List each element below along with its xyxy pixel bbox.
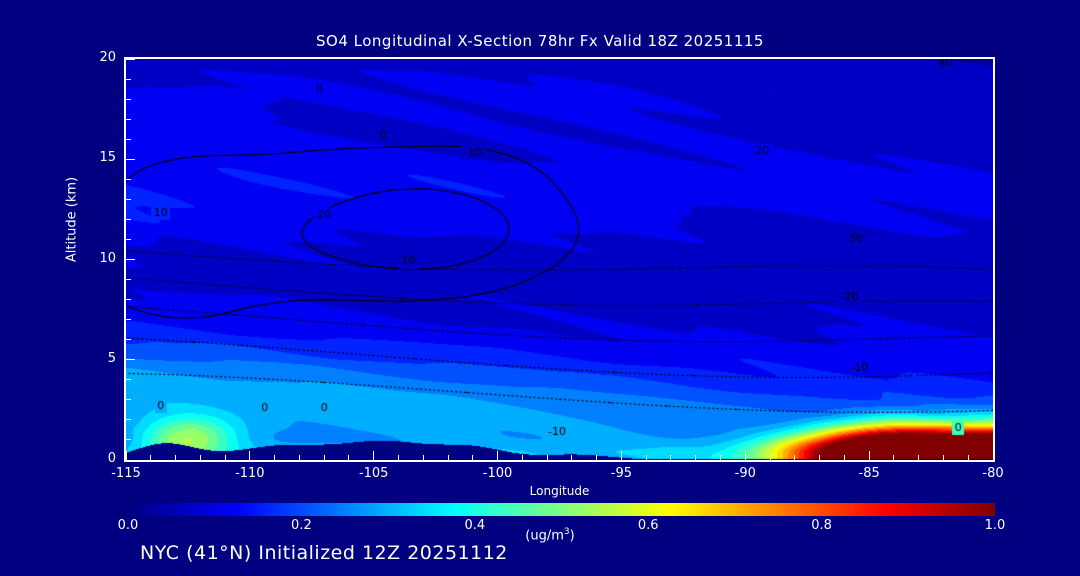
x-axis-minor-tick: [596, 455, 598, 460]
x-axis-tick-mark: [249, 451, 251, 460]
y-axis-minor-tick: [126, 238, 131, 240]
colorbar-tick-label: 0.8: [811, 518, 832, 533]
x-axis-minor-tick: [918, 455, 920, 460]
x-axis-minor-tick: [323, 455, 325, 460]
y-axis-tick-mark: [126, 259, 135, 260]
x-axis-minor-tick: [571, 455, 573, 460]
x-axis-tick-mark: [992, 451, 994, 460]
x-axis-tick-mark: [744, 451, 746, 460]
y-axis-minor-tick: [126, 319, 131, 321]
y-axis-minor-tick: [126, 98, 131, 100]
y-axis-tick-mark: [126, 158, 135, 160]
cross-section-plot: [124, 57, 995, 462]
y-axis-minor-tick: [126, 78, 131, 80]
x-axis-minor-tick: [794, 455, 796, 460]
y-axis-minor-tick: [126, 299, 131, 301]
colorbar-tick-label: 0.2: [291, 518, 312, 533]
y-axis-minor-tick: [126, 419, 131, 421]
y-axis-minor-tick: [126, 279, 131, 281]
x-axis-minor-tick: [670, 455, 672, 460]
y-axis-minor-tick: [126, 379, 131, 381]
y-axis-tick-label: 10: [99, 250, 116, 266]
x-axis-tick-label: -110: [235, 466, 265, 481]
y-axis-tick-mark: [126, 459, 135, 461]
x-axis-minor-tick: [348, 455, 350, 460]
x-axis-minor-tick: [819, 455, 821, 460]
x-axis-minor-tick: [298, 455, 300, 460]
x-axis-minor-tick: [422, 455, 424, 460]
x-axis-tick-mark: [373, 451, 375, 460]
x-axis-tick-label: -115: [111, 466, 141, 481]
y-axis-tick-mark: [126, 359, 135, 361]
x-axis-minor-tick: [695, 455, 697, 460]
x-axis-tick-label: -105: [358, 466, 389, 481]
x-axis-minor-tick: [224, 455, 226, 460]
x-axis-tick-mark: [620, 451, 622, 460]
x-axis-label: Longitude: [529, 484, 590, 498]
x-axis-tick-mark: [125, 451, 127, 460]
x-axis-tick-mark: [497, 451, 499, 460]
x-axis-minor-tick: [199, 455, 201, 460]
x-axis-tick-label: -80: [982, 466, 1004, 481]
colorbar-units-label: (ug/m3): [525, 527, 575, 544]
colorbar-canvas: [128, 503, 995, 516]
x-axis-minor-tick: [397, 455, 399, 460]
x-axis-minor-tick: [521, 455, 523, 460]
x-axis-minor-tick: [967, 455, 969, 460]
colorbar-tick-label: 0.6: [637, 518, 659, 533]
y-axis-tick-label: 20: [99, 50, 116, 65]
x-axis-minor-tick: [645, 455, 647, 460]
x-axis-tick-label: -100: [482, 466, 513, 481]
y-axis-label: Altitude (km): [64, 176, 80, 263]
y-axis-tick-label: 15: [99, 150, 116, 166]
x-axis-minor-tick: [447, 455, 449, 460]
y-axis-minor-tick: [126, 439, 131, 441]
y-axis-minor-tick: [126, 198, 131, 200]
x-axis-minor-tick: [472, 455, 474, 460]
colorbar-tick-label: 0.4: [464, 518, 486, 533]
y-axis-tick-mark: [126, 58, 135, 60]
y-axis-tick-label: 5: [107, 350, 116, 366]
y-axis-minor-tick: [126, 399, 131, 401]
y-axis-minor-tick: [126, 178, 131, 180]
x-axis-minor-tick: [942, 455, 944, 460]
y-axis-minor-tick: [126, 218, 131, 220]
x-axis-tick-label: -85: [858, 466, 880, 481]
y-axis-minor-tick: [126, 138, 131, 140]
colorbar-tick-label: 0.0: [117, 518, 139, 533]
y-axis-tick-label: 0: [107, 451, 116, 466]
cross-section-canvas: [126, 59, 993, 460]
chart-title: SO4 Longitudinal X-Section 78hr Fx Valid…: [316, 32, 764, 50]
x-axis-minor-tick: [843, 455, 845, 460]
x-axis-minor-tick: [150, 455, 152, 460]
x-axis-minor-tick: [769, 455, 771, 460]
y-axis-minor-tick: [126, 339, 131, 341]
x-axis-tick-mark: [868, 451, 870, 460]
x-axis-tick-label: -90: [734, 466, 756, 481]
colorbar: [128, 503, 995, 516]
x-axis-minor-tick: [175, 455, 177, 460]
x-axis-minor-tick: [546, 455, 548, 460]
x-axis-minor-tick: [274, 455, 276, 460]
x-axis-minor-tick: [720, 455, 721, 460]
y-axis-minor-tick: [126, 118, 131, 120]
x-axis-minor-tick: [893, 455, 895, 460]
colorbar-tick-label: 1.0: [984, 518, 1006, 533]
x-axis-tick-label: -95: [610, 466, 633, 481]
chart-caption: NYC (41°N) Initialized 12Z 20251112: [140, 542, 508, 564]
